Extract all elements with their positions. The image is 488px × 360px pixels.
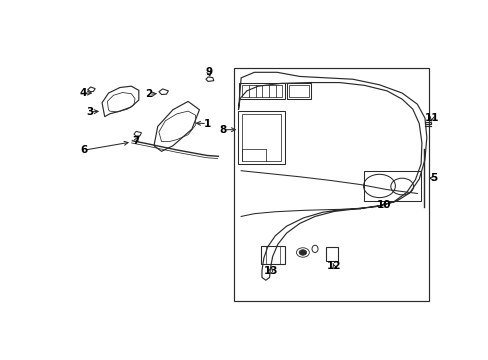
Text: 6: 6 [80,145,87,155]
Text: 8: 8 [219,125,226,135]
Text: 2: 2 [145,90,152,99]
Text: 5: 5 [429,173,436,183]
Circle shape [299,250,306,255]
Text: 12: 12 [326,261,341,271]
Text: 3: 3 [86,107,93,117]
Text: 4: 4 [79,88,86,98]
Text: 7: 7 [132,136,140,146]
Text: 1: 1 [203,118,210,129]
Text: 13: 13 [263,266,277,276]
Text: 10: 10 [376,200,390,210]
Text: 9: 9 [205,67,212,77]
Text: 11: 11 [424,113,438,123]
